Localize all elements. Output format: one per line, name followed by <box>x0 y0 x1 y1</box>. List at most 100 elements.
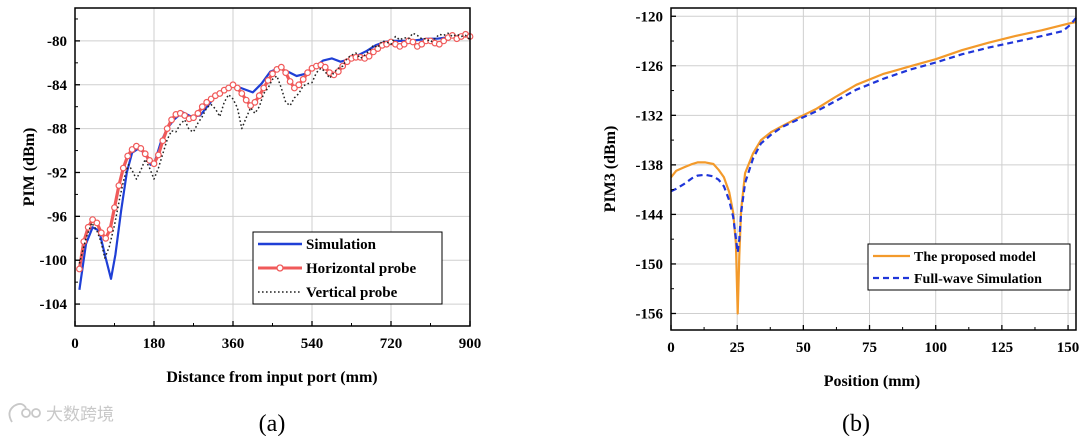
tick-label-y: -144 <box>636 207 664 223</box>
data-point-horizontal-probe <box>242 96 250 104</box>
data-point-horizontal-probe <box>75 265 83 273</box>
tick-label-y: -92 <box>47 165 67 181</box>
chart-b-frame <box>670 7 1077 331</box>
data-point-horizontal-probe <box>128 146 136 153</box>
data-point-horizontal-probe <box>203 98 211 106</box>
data-point-horizontal-probe <box>374 45 382 52</box>
data-point-horizontal-probe <box>435 40 443 48</box>
tick-label-y: -88 <box>47 122 67 138</box>
data-point-horizontal-probe <box>304 69 312 77</box>
data-point-horizontal-probe <box>163 125 171 133</box>
chart-b-ylabel: PIM3 (dBm) <box>602 126 619 213</box>
data-point-horizontal-probe <box>299 75 307 83</box>
data-point-horizontal-probe <box>168 116 176 124</box>
data-point-horizontal-probe <box>233 84 241 92</box>
data-point-horizontal-probe <box>400 40 408 48</box>
tick-label-y: -120 <box>636 9 664 25</box>
series-line-full-wave-simulation <box>670 17 1077 254</box>
tick-label-x: 0 <box>71 336 79 352</box>
data-point-horizontal-probe <box>269 70 276 78</box>
data-point-horizontal-probe <box>255 92 263 100</box>
data-point-horizontal-probe <box>93 219 101 227</box>
data-point-horizontal-probe <box>159 137 167 145</box>
data-point-horizontal-probe <box>115 182 123 190</box>
data-point-horizontal-probe <box>207 95 215 103</box>
data-point-horizontal-probe <box>181 112 189 119</box>
legend-label-vertical-probe: Vertical probe <box>306 285 398 301</box>
data-point-horizontal-probe <box>321 63 329 71</box>
data-point-horizontal-probe <box>102 234 110 242</box>
chart-b-xlabel: Position (mm) <box>824 373 920 390</box>
data-point-horizontal-probe <box>365 52 373 60</box>
chart-b-series <box>670 17 1077 315</box>
tick-label-x: 25 <box>730 340 745 356</box>
data-point-horizontal-probe <box>282 69 290 77</box>
tick-label-x: 720 <box>380 336 403 352</box>
tick-label-x: 100 <box>924 340 947 356</box>
data-point-horizontal-probe <box>247 102 255 109</box>
data-point-horizontal-probe <box>251 98 259 106</box>
data-point-horizontal-probe <box>141 150 149 158</box>
chart-a: 0 180 360 540 720 900-104-100-96-92-88-84-80 … <box>21 7 481 386</box>
tick-label-x: 360 <box>222 336 245 352</box>
data-point-horizontal-probe <box>84 223 92 231</box>
chart-a-legend: Simulation Horizontal probe Vertical pro… <box>252 231 443 305</box>
data-point-horizontal-probe <box>111 204 118 212</box>
tick-label-y: -84 <box>47 78 67 94</box>
data-point-horizontal-probe <box>198 103 206 111</box>
data-point-horizontal-probe <box>194 109 202 117</box>
data-point-horizontal-probe <box>409 38 417 46</box>
tick-label-y: -132 <box>636 108 664 124</box>
chart-a-series <box>75 30 474 290</box>
tick-label-x: 180 <box>143 336 166 352</box>
tick-label-y: -126 <box>636 59 664 75</box>
data-point-horizontal-probe <box>295 81 303 89</box>
data-point-horizontal-probe <box>343 58 351 66</box>
tick-label-x: 150 <box>1057 340 1080 356</box>
data-point-horizontal-probe <box>124 152 132 160</box>
data-point-horizontal-probe <box>216 90 224 97</box>
tick-label-y: -138 <box>636 158 664 174</box>
watermark-logo-icon <box>8 403 41 423</box>
data-point-horizontal-probe <box>277 63 285 71</box>
data-point-horizontal-probe <box>260 84 268 92</box>
tick-label-x: 125 <box>991 340 1014 356</box>
data-point-horizontal-probe <box>106 226 114 233</box>
data-point-horizontal-probe <box>370 48 377 56</box>
tick-label-x: 75 <box>862 340 877 356</box>
tick-label-y: -96 <box>47 209 67 225</box>
data-point-horizontal-probe <box>418 40 426 48</box>
chart-a-xlabel: Distance from input port (mm) <box>166 369 377 386</box>
tick-label-y: -150 <box>636 257 664 273</box>
data-point-horizontal-probe <box>190 114 197 122</box>
data-point-horizontal-probe <box>97 229 105 237</box>
chart-a-ticks: 0 180 360 540 720 900 -104 -100 -96 -92 -88 -84 -80 <box>40 18 481 352</box>
tick-label-x: 0 <box>667 340 675 356</box>
data-point-horizontal-probe <box>291 84 298 92</box>
tick-label-y: -104 <box>40 297 68 313</box>
data-point-horizontal-probe <box>286 78 294 85</box>
chart-b-legend-box <box>867 243 1071 291</box>
data-point-horizontal-probe <box>334 68 342 75</box>
data-point-horizontal-probe <box>238 90 246 97</box>
legend-label-full-wave-simulation: Full-wave Simulation <box>914 272 1042 287</box>
data-point-horizontal-probe <box>119 164 127 172</box>
series-line-the-proposed-model <box>670 20 1077 315</box>
tick-label-y: -156 <box>636 306 664 322</box>
data-point-horizontal-probe <box>154 151 162 159</box>
data-point-horizontal-probe <box>146 156 154 164</box>
data-point-horizontal-probe <box>229 81 237 89</box>
chart-b-legend: The proposed model Full-wave Simulation <box>867 243 1071 291</box>
data-point-horizontal-probe <box>150 160 158 168</box>
series-line-simulation <box>78 34 471 290</box>
tick-label-y: -100 <box>40 253 68 269</box>
tick-label-x: 540 <box>301 336 324 352</box>
caption-b: (b) <box>842 411 870 436</box>
chart-a-ylabel: PIM (dBm) <box>21 128 38 207</box>
watermark: 大数跨境 <box>8 403 114 425</box>
watermark-text: 大数跨境 <box>46 405 114 425</box>
series-line-vertical-probe <box>78 32 471 264</box>
legend-label-simulation: Simulation <box>306 237 377 253</box>
tick-label-y: -80 <box>47 34 67 50</box>
